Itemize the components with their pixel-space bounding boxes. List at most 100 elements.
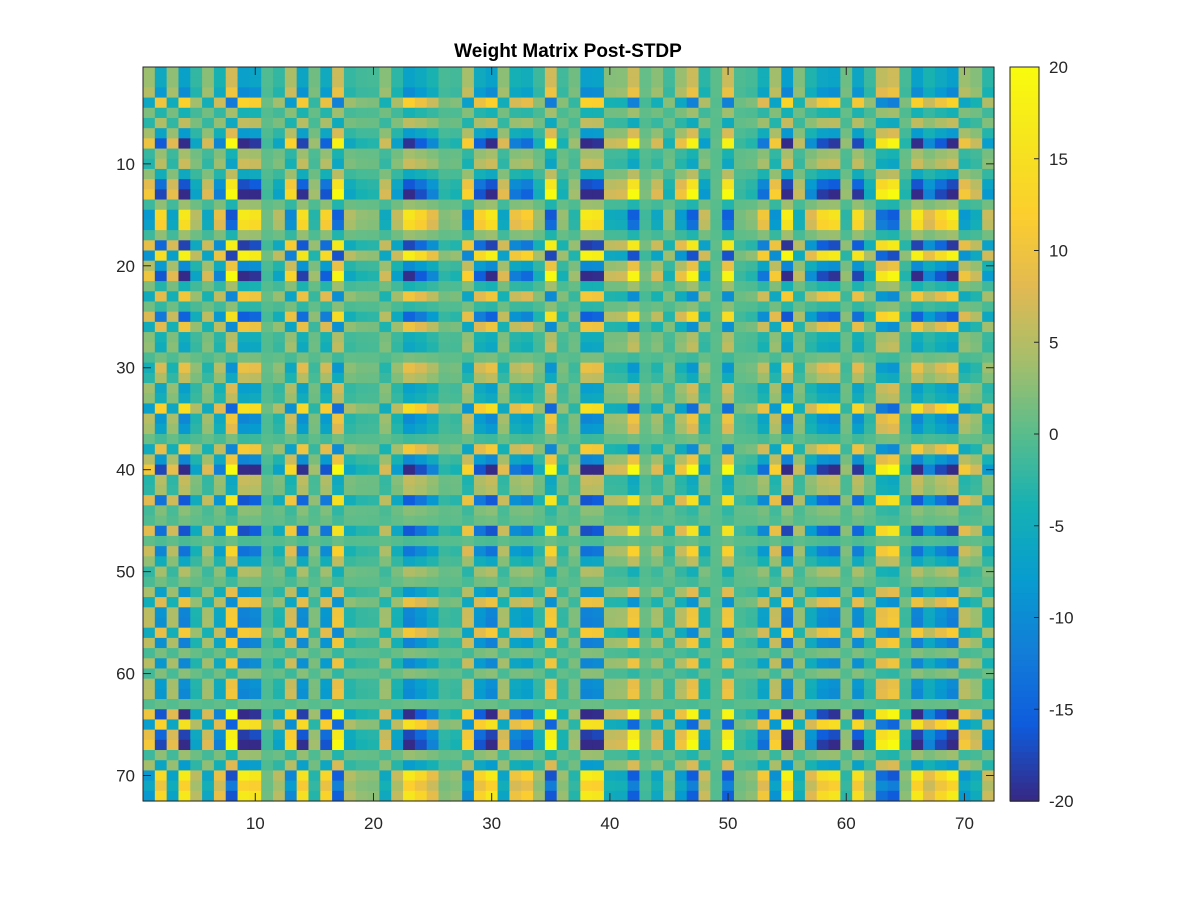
heatmap-cell: [450, 281, 463, 292]
heatmap-cell: [698, 179, 711, 190]
heatmap-cell: [391, 67, 404, 78]
heatmap-cell: [887, 209, 901, 221]
heatmap-cell: [213, 342, 227, 354]
heatmap-cell: [852, 362, 865, 374]
heatmap-cell: [225, 117, 239, 129]
heatmap-cell: [462, 444, 475, 455]
heatmap-cell: [852, 566, 865, 578]
heatmap-cell: [958, 454, 971, 466]
heatmap-cell: [391, 179, 404, 190]
heatmap-cell: [639, 444, 652, 455]
heatmap-cell: [509, 403, 522, 415]
heatmap-cell: [296, 617, 310, 629]
heatmap-cell: [710, 128, 723, 139]
heatmap-cell: [391, 413, 404, 425]
heatmap-cell: [722, 729, 735, 741]
heatmap-cell: [450, 770, 463, 782]
heatmap-cell: [273, 77, 286, 88]
heatmap-cell: [698, 617, 711, 629]
heatmap-cell: [166, 709, 180, 721]
heatmap-cell: [166, 760, 180, 772]
heatmap-cell: [686, 739, 700, 751]
heatmap-cell: [674, 281, 688, 292]
heatmap-cell: [946, 515, 960, 527]
heatmap-cell: [603, 230, 617, 241]
heatmap-cell: [745, 301, 759, 313]
heatmap-cell: [485, 372, 499, 384]
heatmap-cell: [556, 158, 570, 170]
heatmap-cell: [343, 607, 357, 619]
heatmap-cell: [804, 209, 818, 221]
heatmap-cell: [580, 230, 593, 241]
heatmap-cell: [343, 321, 357, 333]
heatmap-cell: [946, 311, 960, 323]
heatmap-cell: [828, 158, 841, 170]
heatmap-cell: [793, 128, 806, 139]
heatmap-cell: [249, 383, 262, 394]
heatmap-cell: [426, 321, 440, 333]
heatmap-cell: [580, 77, 593, 88]
heatmap-cell: [710, 362, 723, 374]
heatmap-cell: [934, 688, 948, 700]
heatmap-cell: [592, 515, 605, 527]
heatmap-cell: [698, 535, 711, 547]
heatmap-cell: [332, 556, 345, 568]
heatmap-cell: [391, 209, 404, 221]
heatmap-cell: [473, 97, 487, 109]
heatmap-cell: [840, 505, 853, 517]
heatmap-cell: [544, 739, 558, 751]
heatmap-cell: [639, 77, 652, 88]
heatmap-cell: [615, 474, 629, 486]
heatmap-cell: [852, 627, 865, 639]
heatmap-cell: [332, 383, 345, 394]
heatmap-cell: [509, 729, 522, 741]
heatmap-cell: [284, 179, 298, 190]
heatmap-cell: [899, 383, 912, 394]
heatmap-cell: [485, 688, 499, 700]
heatmap-cell: [733, 423, 747, 435]
heatmap-cell: [863, 281, 877, 292]
heatmap-cell: [757, 189, 771, 201]
heatmap-cell: [379, 637, 392, 649]
heatmap-cell: [509, 301, 522, 313]
heatmap-cell: [273, 464, 286, 476]
heatmap-cell: [781, 270, 794, 282]
heatmap-cell: [556, 240, 570, 252]
heatmap-cell: [627, 423, 641, 435]
heatmap-cell: [887, 423, 901, 435]
heatmap-cell: [757, 648, 771, 659]
heatmap-cell: [828, 668, 841, 680]
heatmap-cell: [686, 230, 700, 241]
heatmap-cell: [438, 352, 451, 364]
heatmap-cell: [615, 158, 629, 170]
heatmap-cell: [166, 117, 180, 129]
heatmap-cell: [852, 117, 865, 129]
heatmap-cell: [769, 383, 782, 394]
heatmap-cell: [627, 138, 641, 150]
heatmap-cell: [237, 281, 250, 292]
heatmap-cell: [710, 739, 723, 751]
heatmap-cell: [485, 352, 499, 364]
heatmap-cell: [958, 678, 971, 690]
heatmap-cell: [391, 729, 404, 741]
heatmap-cell: [923, 230, 936, 241]
heatmap-cell: [627, 658, 641, 670]
heatmap-cell: [745, 423, 759, 435]
heatmap-cell: [343, 617, 357, 629]
heatmap-cell: [320, 230, 333, 241]
heatmap-cell: [911, 270, 924, 282]
heatmap-cell: [379, 505, 392, 517]
heatmap-cell: [450, 209, 463, 221]
heatmap-cell: [391, 525, 404, 537]
heatmap-cell: [485, 678, 499, 690]
heatmap-cell: [414, 434, 428, 445]
heatmap-cell: [852, 750, 865, 761]
heatmap-cell: [284, 158, 298, 170]
heatmap-cell: [828, 67, 841, 78]
heatmap-cell: [923, 719, 936, 731]
heatmap-cell: [261, 668, 274, 680]
heatmap-cell: [899, 750, 912, 761]
heatmap-cell: [320, 699, 333, 710]
heatmap-cell: [875, 87, 889, 99]
